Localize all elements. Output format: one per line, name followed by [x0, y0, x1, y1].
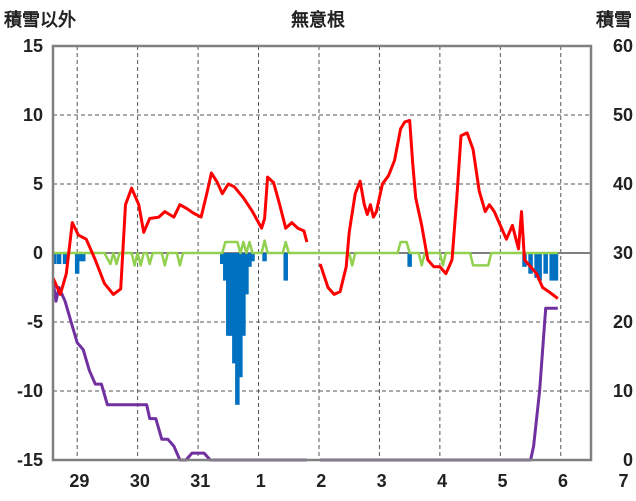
precip-bar	[247, 253, 252, 267]
precip-bar	[223, 253, 228, 281]
plot-border	[51, 44, 593, 462]
precip-bar	[244, 253, 249, 295]
precip-bar	[283, 253, 288, 281]
precip-bar	[220, 253, 225, 265]
left-tick-label: 15	[23, 36, 43, 56]
series-lines	[51, 119, 559, 462]
x-tick-label: 2	[316, 471, 326, 491]
x-tick-label: 30	[130, 471, 150, 491]
x-tick-label: 3	[377, 471, 387, 491]
left-tick-label: 5	[33, 174, 43, 194]
left-axis-label: 積雪以外	[4, 10, 76, 30]
right-tick-label: 40	[613, 174, 633, 194]
left-tick-label: -15	[17, 450, 43, 470]
precip-bar	[407, 253, 412, 267]
left-tick-label: -5	[27, 312, 43, 332]
precip-bar	[262, 253, 267, 262]
precip-bar	[80, 253, 86, 262]
precip-bar	[528, 253, 533, 274]
snow-depth-line	[51, 280, 558, 462]
precip-bar	[241, 253, 246, 336]
right-axis-label: 積雪	[596, 10, 632, 30]
right-tick-label: 50	[613, 105, 633, 125]
x-tick-label: 6	[558, 471, 568, 491]
precip-bar	[534, 253, 539, 278]
precip-bar	[238, 253, 243, 378]
precip-bar	[537, 253, 542, 281]
right-tick-label: 20	[613, 312, 633, 332]
left-tick-label: 0	[33, 243, 43, 263]
x-tick-label: 7	[618, 471, 628, 491]
x-tick-label: 4	[437, 471, 447, 491]
precip-bar	[56, 253, 62, 265]
x-tick-label: 31	[190, 471, 210, 491]
right-tick-label: 10	[613, 381, 633, 401]
right-tick-label: 0	[623, 450, 633, 470]
precip-bar	[235, 253, 240, 405]
x-tick-label: 5	[498, 471, 508, 491]
left-tick-label: -10	[17, 381, 43, 401]
x-tick-label: 1	[256, 471, 266, 491]
sunshine-line	[53, 239, 558, 267]
right-tick-label: 30	[613, 243, 633, 263]
temperature-line	[51, 119, 559, 300]
precip-bar	[553, 253, 559, 281]
right-tick-label: 60	[613, 36, 633, 56]
x-tick-label: 29	[69, 471, 89, 491]
precip-bar	[62, 253, 68, 265]
axes	[51, 44, 593, 462]
precip-bar	[74, 253, 80, 274]
precip-bar	[226, 253, 231, 336]
precipitation-bars	[51, 253, 559, 405]
precip-bar	[543, 253, 548, 274]
precip-bar	[229, 253, 234, 336]
precip-bar	[77, 253, 83, 262]
left-tick-label: 10	[23, 105, 43, 125]
precip-bar	[232, 253, 237, 364]
precip-bar	[250, 253, 255, 262]
chart-title: 無意根	[291, 10, 345, 30]
precip-bar	[549, 253, 554, 281]
